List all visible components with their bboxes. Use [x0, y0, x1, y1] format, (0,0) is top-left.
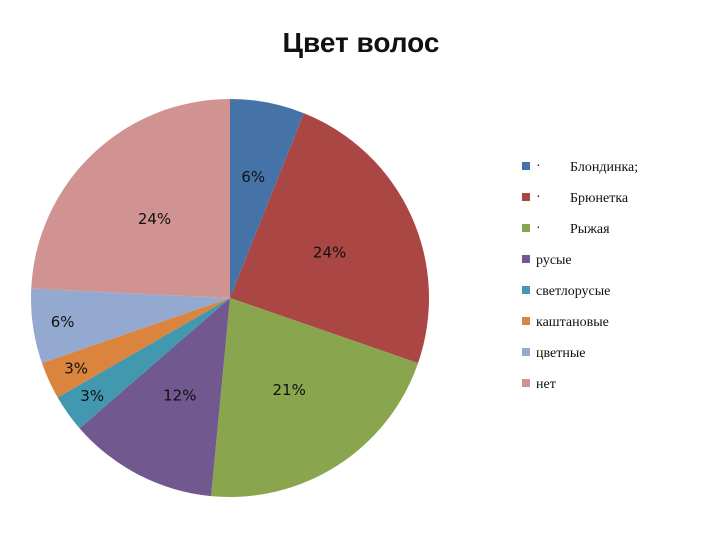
- pie-slice-7: [31, 288, 230, 364]
- data-label-2: 24%: [313, 244, 346, 262]
- pie-slices: [31, 99, 430, 498]
- legend-label-7: цветные: [536, 346, 585, 361]
- data-label-3: 21%: [273, 381, 306, 399]
- legend-label-6: каштановые: [536, 315, 609, 330]
- pie-slice-2: [230, 113, 430, 364]
- legend-label-3: Рыжая: [570, 222, 610, 237]
- legend-swatch-6: [522, 317, 530, 325]
- legend-label-8: нет: [536, 377, 556, 392]
- pie-slice-6: [41, 298, 230, 398]
- data-label-4: 12%: [163, 386, 196, 404]
- legend: · Блондинка; · Брюнетка · Рыжая русые светлорус…: [522, 159, 638, 392]
- legend-swatch-5: [522, 286, 530, 294]
- pie-slice-3: [211, 298, 419, 498]
- data-label-8: 24%: [138, 210, 171, 228]
- legend-label-1: Блондинка;: [570, 160, 638, 175]
- legend-swatch-1: [522, 162, 530, 170]
- data-label-6: 3%: [64, 359, 88, 377]
- pie-slice-8: [31, 99, 231, 298]
- data-labels: 6% 24% 21% 12% 3% 3% 6% 24%: [51, 168, 347, 405]
- legend-label-2: Брюнетка: [570, 191, 629, 206]
- data-label-5: 3%: [80, 387, 104, 405]
- data-label-1: 6%: [241, 168, 265, 186]
- legend-swatch-7: [522, 348, 530, 356]
- legend-bullet-1: ·: [536, 159, 541, 174]
- legend-swatch-2: [522, 193, 530, 201]
- legend-bullet-3: ·: [536, 221, 541, 236]
- legend-swatch-8: [522, 379, 530, 387]
- pie-slice-1: [230, 99, 304, 298]
- legend-swatch-4: [522, 255, 530, 263]
- legend-bullet-2: ·: [536, 190, 541, 205]
- pie-slice-5: [57, 298, 230, 429]
- legend-label-5: светлорусые: [536, 284, 610, 299]
- data-label-7: 6%: [51, 313, 75, 331]
- legend-swatch-3: [522, 224, 530, 232]
- chart-title: Цвет волос: [283, 27, 440, 58]
- legend-label-4: русые: [536, 253, 572, 268]
- pie-slice-4: [79, 298, 230, 497]
